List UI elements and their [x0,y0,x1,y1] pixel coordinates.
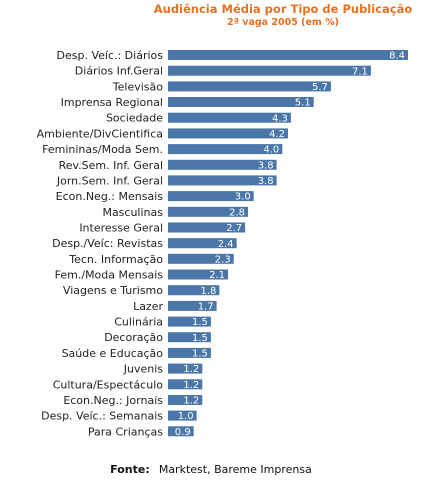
value-label: 2.4 [218,239,234,250]
category-label: Rev.Sem. Inf. Geral [59,159,163,172]
category-label: Lazer [133,300,163,313]
bar [168,379,203,390]
category-label: Tecn. Informação [68,253,163,266]
bar [168,97,314,107]
category-label: Interesse Geral [79,222,163,235]
category-label: Viagens e Turismo [63,284,163,297]
category-label: Jorn.Sem. Inf. Geral [56,174,163,187]
value-label: 5.1 [295,98,311,109]
category-label: Saúde e Educação [62,347,164,360]
category-label: Decoração [104,331,163,344]
value-label: 4.3 [272,113,288,124]
bar [168,144,283,155]
category-label: Desp./Veíc: Revistas [52,237,163,250]
bars-group: Desp. Veíc.: Diários 8.4 Diários Inf.Geral… [37,49,408,438]
value-label: 1.0 [178,411,194,422]
category-label: Fem./Moda Mensais [55,269,164,282]
bar [168,347,211,358]
value-label: 4.2 [269,129,285,140]
category-label: Ambiente/DivCientifica [37,127,163,140]
chart-subtitle: 2ª vaga 2005 (em %) [227,17,339,28]
bar [168,253,234,264]
bar [168,159,277,170]
bar [168,206,248,217]
value-label: 1.2 [183,396,199,407]
category-label: Imprensa Regional [61,96,163,109]
category-label: Sociedade [106,112,163,125]
chart-source: Fonte: Marktest, Bareme Imprensa [110,458,312,477]
bar [168,175,277,186]
bar [168,410,197,421]
category-label: Desp. Veíc.: Semanais [41,410,163,423]
value-label: 1.2 [183,380,199,391]
value-label: 2.8 [229,207,245,218]
value-label: 1.5 [192,349,208,360]
bar [168,332,211,343]
value-label: 7.1 [352,66,368,77]
value-label: 3.8 [258,160,274,171]
bar [168,112,291,123]
value-label: 8.4 [389,51,405,62]
value-label: 2.7 [226,223,242,234]
value-label: 3.0 [235,192,251,203]
bar [168,395,203,405]
value-label: 2.3 [215,254,231,265]
bar [168,222,246,233]
category-label: Juvenis [123,363,164,376]
value-label: 1.7 [198,302,214,313]
value-label: 4.0 [263,145,279,156]
bar [168,128,288,139]
value-label: 2.1 [209,270,225,281]
value-label: 5.7 [312,82,328,93]
bar [168,269,228,280]
category-label: Culinária [114,316,163,329]
category-label: Desp. Veíc.: Diários [57,49,164,62]
bar [168,426,194,437]
value-label: 3.8 [258,176,274,187]
value-label: 1.5 [192,317,208,328]
bar [168,238,237,249]
category-label: Televisão [112,80,163,93]
value-label: 1.2 [183,364,199,375]
value-label: 1.5 [192,333,208,344]
source-text: Marktest, Bareme Imprensa [159,463,312,476]
category-label: Femininas/Moda Sem. [42,143,163,156]
source-prefix: Fonte: [110,463,150,476]
bar [168,81,331,92]
bar [168,300,217,311]
category-label: Cultura/Espectáculo [53,378,164,391]
chart-title: Audiência Média por Tipo de Publicação [154,2,413,16]
bar [168,191,254,202]
category-label: Para Crianças [88,425,163,438]
category-label: Masculinas [102,206,163,219]
category-label: Econ.Neg.: Mensais [56,190,164,203]
bar [168,316,211,327]
bar [168,50,408,60]
bar [168,285,220,296]
bar [168,65,371,76]
category-label: Diários Inf.Geral [75,65,163,78]
value-label: 0.9 [175,427,191,438]
bar [168,363,203,374]
category-label: Econ.Neg.: Jornais [63,394,163,407]
value-label: 1.8 [200,286,216,297]
